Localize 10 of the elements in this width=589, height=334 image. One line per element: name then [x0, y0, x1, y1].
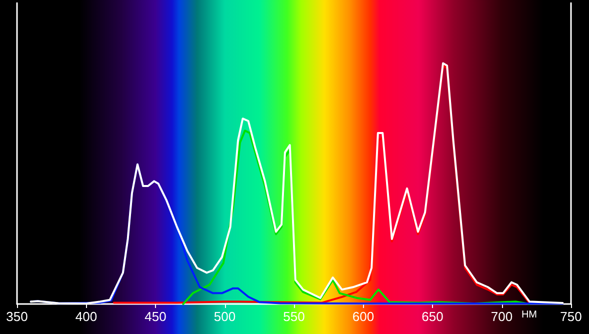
x-axis-title: НМ: [521, 310, 538, 320]
x-tick-label: 550: [283, 309, 305, 324]
x-tick-label: 650: [422, 309, 444, 324]
x-tick-label: 700: [490, 309, 513, 324]
x-tick-label: 750: [560, 309, 582, 324]
x-tick-label: 500: [214, 309, 236, 324]
x-tick-label: 450: [144, 309, 166, 324]
x-tick-label: 600: [352, 309, 374, 324]
x-tick-label: 400: [75, 309, 98, 324]
x-tick-label: 350: [6, 309, 28, 324]
